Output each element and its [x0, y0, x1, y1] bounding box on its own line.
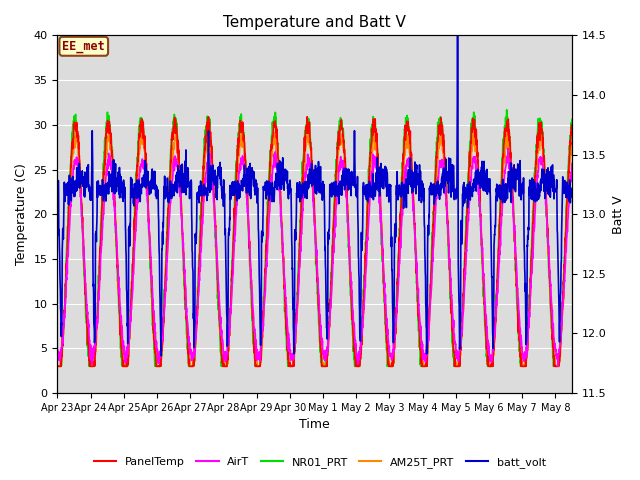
NR01_PRT [54, 363, 61, 369]
AM25T_PRT [392, 326, 399, 332]
Text: EE_met: EE_met [62, 40, 105, 53]
AirT [504, 145, 512, 151]
AM25T_PRT [138, 127, 145, 132]
NR01_PRT [568, 117, 576, 122]
NR01_PRT [503, 107, 511, 113]
AM25T_PRT [376, 186, 384, 192]
batt_volt [454, 33, 461, 38]
PanelTemp [376, 195, 384, 201]
Line: NR01_PRT: NR01_PRT [58, 110, 572, 366]
AirT [84, 309, 92, 315]
PanelTemp [303, 114, 311, 120]
AirT [489, 348, 497, 353]
AirT [554, 363, 562, 369]
AirT [392, 327, 399, 333]
X-axis label: Time: Time [300, 419, 330, 432]
AM25T_PRT [489, 354, 497, 360]
Line: PanelTemp: PanelTemp [58, 117, 572, 366]
PanelTemp [568, 125, 576, 131]
batt_volt [568, 192, 576, 198]
PanelTemp [54, 363, 61, 369]
AM25T_PRT [568, 146, 576, 152]
batt_volt [157, 353, 165, 359]
AirT [317, 333, 325, 338]
NR01_PRT [84, 337, 92, 343]
AM25T_PRT [54, 363, 61, 369]
PanelTemp [84, 341, 92, 347]
batt_volt [317, 191, 325, 197]
AM25T_PRT [84, 319, 92, 324]
Title: Temperature and Batt V: Temperature and Batt V [223, 15, 406, 30]
batt_volt [392, 234, 399, 240]
NR01_PRT [550, 363, 558, 369]
Line: batt_volt: batt_volt [58, 36, 572, 356]
PanelTemp [550, 353, 558, 359]
batt_volt [490, 320, 497, 326]
AM25T_PRT [317, 346, 325, 351]
NR01_PRT [376, 192, 383, 198]
Line: AM25T_PRT: AM25T_PRT [58, 130, 572, 366]
batt_volt [550, 187, 558, 193]
batt_volt [84, 179, 92, 184]
NR01_PRT [489, 360, 497, 366]
batt_volt [376, 169, 384, 175]
PanelTemp [489, 356, 497, 362]
PanelTemp [317, 354, 325, 360]
PanelTemp [392, 331, 399, 336]
Y-axis label: Temperature (C): Temperature (C) [15, 163, 28, 265]
NR01_PRT [317, 359, 325, 364]
Line: AirT: AirT [58, 148, 572, 366]
NR01_PRT [392, 321, 399, 326]
batt_volt [54, 194, 61, 200]
AirT [376, 192, 383, 198]
AirT [568, 161, 576, 167]
AirT [54, 345, 61, 351]
AM25T_PRT [550, 348, 558, 353]
Legend: PanelTemp, AirT, NR01_PRT, AM25T_PRT, batt_volt: PanelTemp, AirT, NR01_PRT, AM25T_PRT, ba… [90, 452, 550, 472]
AirT [550, 338, 558, 344]
Y-axis label: Batt V: Batt V [612, 195, 625, 234]
